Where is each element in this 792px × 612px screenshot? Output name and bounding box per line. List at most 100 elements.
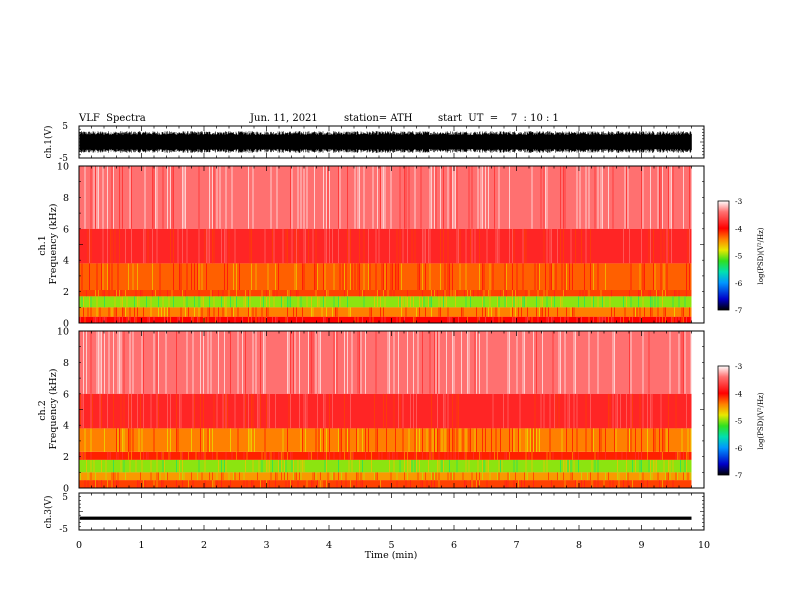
spectrogram-band — [79, 307, 692, 317]
time-tick-label: 5 — [388, 540, 394, 551]
spectrogram-band — [79, 428, 692, 452]
ch2-freq-tick: 4 — [63, 421, 69, 432]
spectrogram-streaks-dark — [96, 307, 675, 317]
spectrogram-band-fill — [79, 472, 692, 481]
ch1-ylabel: ch.1(V) — [43, 126, 54, 159]
time-tick-label: 1 — [138, 540, 144, 551]
ch1-ylabel-line2: Frequency (kHz) — [48, 204, 59, 285]
spectrogram-band-fill — [79, 428, 692, 452]
ch1-ytick-top: 5 — [62, 122, 68, 132]
spectrogram-streaks-dark — [84, 316, 684, 323]
spectrogram-streaks-light — [83, 331, 692, 394]
spectrogram-band — [79, 296, 692, 308]
ch1-colorbar-tick: -4 — [735, 224, 743, 233]
ch2-spectrogram-image — [79, 331, 692, 488]
ch1-colorbar-tick: -7 — [735, 306, 743, 315]
ch2-colorbar-ticks: -3 -4 -5 -6 -7 — [735, 362, 743, 480]
ch1-frequency-ylabel: ch.1 Frequency (kHz) — [37, 204, 59, 285]
spectrogram-band — [79, 290, 692, 297]
ch3-ytick-bottom: -5 — [59, 525, 68, 535]
spectrogram-streaks-light — [86, 459, 687, 473]
time-tick-label: 8 — [576, 540, 582, 551]
station-label: station= ATH — [344, 113, 413, 124]
ch1-colorbar-ticks: -3 -4 -5 -6 -7 — [735, 197, 743, 315]
ch3-ylabel: ch.3(V) — [43, 496, 54, 529]
ch2-colorbar-gradient — [717, 365, 730, 476]
spectrogram-band-fill — [79, 451, 692, 460]
ch1-spectrogram-image — [78, 166, 692, 323]
spectrogram-band — [79, 459, 692, 473]
spectrogram-band — [79, 316, 692, 323]
spectrogram-streaks-dark — [90, 331, 684, 394]
ch1-freq-tick: 8 — [63, 193, 69, 204]
spectrogram-streaks-dark — [102, 263, 665, 290]
spectrogram-band — [79, 451, 692, 460]
ch1-colorbar: -3 -4 -5 -6 -7 log(PSD)(V²/Hz) — [717, 197, 765, 315]
time-axis-label: Time (min) — [365, 550, 418, 561]
ch2-freq-tick: 8 — [63, 358, 69, 369]
ch2-colorbar: -3 -4 -5 -6 -7 log(PSD)(V²/Hz) — [717, 362, 765, 480]
time-tick-label: 6 — [451, 540, 457, 551]
spectrogram-streaks-light — [83, 307, 690, 317]
spectrogram-streaks-light — [116, 428, 669, 452]
spectrogram-band-fill — [79, 228, 692, 264]
spectrogram-band — [79, 166, 692, 229]
start-time-label: start UT = 7 : 10 : 1 — [438, 113, 559, 124]
spectrogram-streaks-light — [84, 480, 674, 488]
ch2-ylabel-line2: Frequency (kHz) — [48, 369, 59, 450]
ch1-frequency-ticks: 0 2 4 6 8 10 — [57, 162, 69, 330]
spectrogram-band-fill — [79, 459, 692, 473]
ch1-ytick-bottom: -5 — [59, 154, 68, 164]
ch3-waveform-frame — [78, 492, 705, 531]
ch2-colorbar-tick: -7 — [735, 471, 743, 480]
ch1-colorbar-tick: -3 — [735, 197, 743, 206]
spectrogram-streaks-light — [80, 316, 692, 323]
spectrogram-streaks-dark — [81, 451, 689, 460]
spectrogram-streaks-dark — [80, 472, 692, 481]
ch1-colorbar-tick: -6 — [735, 279, 743, 288]
ch3-waveform-trace — [80, 516, 692, 520]
chart-title: VLF Spectra — [79, 113, 146, 124]
ch1-colorbar-tick: -5 — [735, 252, 743, 261]
spectrogram-band — [79, 393, 692, 429]
ch2-colorbar-label: log(PSD)(V²/Hz) — [757, 392, 765, 449]
ch2-colorbar-tick: -5 — [735, 417, 743, 426]
date-label: Jun. 11, 2021 — [250, 113, 318, 124]
ch3-ytick-top: 5 — [62, 493, 68, 503]
time-tick-label: 4 — [326, 540, 332, 551]
ch2-colorbar-tick: -3 — [735, 362, 743, 371]
spectrogram-streaks-dark — [90, 166, 690, 229]
time-tick-label: 7 — [513, 540, 519, 551]
spectrogram-streaks-light — [81, 393, 687, 429]
spectrogram-streaks-dark — [80, 393, 677, 429]
spectrogram-streaks-dark — [81, 296, 686, 308]
spectrogram-band-fill — [79, 307, 692, 317]
ch2-spectrogram-xticks — [78, 330, 705, 489]
spectrogram-streaks-dark — [113, 459, 686, 473]
ch3-waveform-panel: 5 -5 ch.3(V) — [43, 492, 705, 535]
ch2-freq-tick: 10 — [57, 327, 69, 338]
ch2-colorbar-tick: -6 — [735, 444, 743, 453]
ch2-spectrogram-panel: 0 2 4 6 8 10 ch.2 Frequency (kHz) — [37, 327, 705, 495]
time-tick-label: 10 — [698, 540, 710, 551]
ch1-ylabel-line1: ch.1 — [37, 235, 48, 256]
ch2-freq-tick: 2 — [63, 452, 69, 463]
ch1-waveform-panel: 5 -5 ch.1(V) — [43, 122, 705, 164]
ch1-freq-tick: 0 — [63, 319, 69, 330]
spectrogram-band — [78, 228, 692, 264]
ch1-spectrogram-xticks — [78, 165, 705, 324]
spectrogram-streaks-light — [86, 290, 687, 297]
spectrogram-streaks-dark — [95, 290, 666, 297]
ch1-colorbar-label: log(PSD)(V²/Hz) — [757, 227, 765, 284]
spectrogram-band-fill — [79, 480, 692, 488]
ch1-colorbar-gradient — [717, 200, 730, 311]
time-tick-label: 3 — [263, 540, 269, 551]
ch1-freq-tick: 2 — [63, 287, 69, 298]
spectrogram-streaks-light — [84, 166, 684, 229]
ch2-freq-tick: 6 — [63, 389, 69, 400]
ch1-freq-tick: 10 — [57, 162, 69, 173]
spectrogram-band — [79, 480, 692, 488]
ch2-ylabel-line1: ch.2 — [37, 400, 48, 421]
ch2-freq-tick: 0 — [63, 484, 69, 495]
